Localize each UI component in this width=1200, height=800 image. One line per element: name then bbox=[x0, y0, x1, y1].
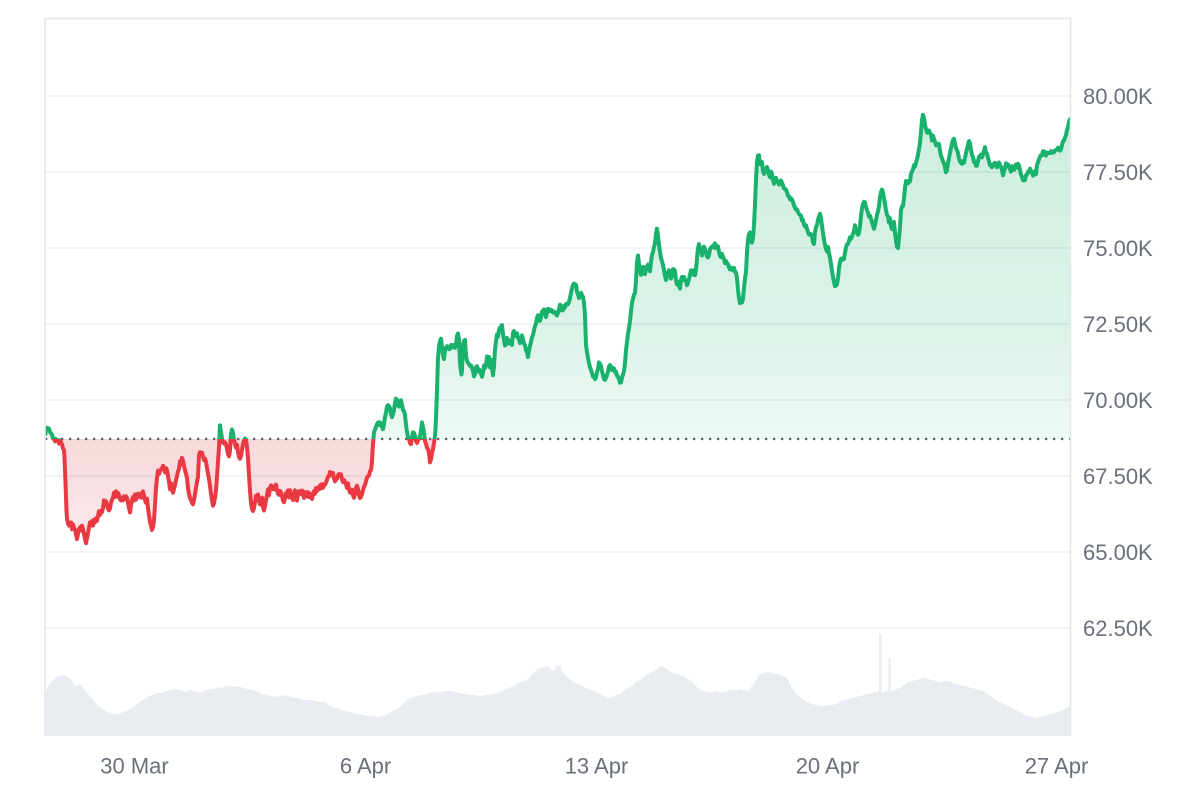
svg-text:20 Apr: 20 Apr bbox=[796, 754, 860, 779]
svg-text:62.50K: 62.50K bbox=[1083, 616, 1153, 641]
svg-text:77.50K: 77.50K bbox=[1083, 160, 1153, 185]
svg-text:67.50K: 67.50K bbox=[1083, 464, 1153, 489]
svg-text:75.00K: 75.00K bbox=[1083, 236, 1153, 261]
svg-text:80.00K: 80.00K bbox=[1083, 84, 1153, 109]
svg-text:6 Apr: 6 Apr bbox=[340, 754, 391, 779]
svg-text:27 Apr: 27 Apr bbox=[1025, 754, 1089, 779]
svg-text:72.50K: 72.50K bbox=[1083, 312, 1153, 337]
svg-text:70.00K: 70.00K bbox=[1083, 388, 1153, 413]
svg-text:13 Apr: 13 Apr bbox=[565, 754, 629, 779]
svg-text:30 Mar: 30 Mar bbox=[100, 754, 168, 779]
svg-text:65.00K: 65.00K bbox=[1083, 540, 1153, 565]
